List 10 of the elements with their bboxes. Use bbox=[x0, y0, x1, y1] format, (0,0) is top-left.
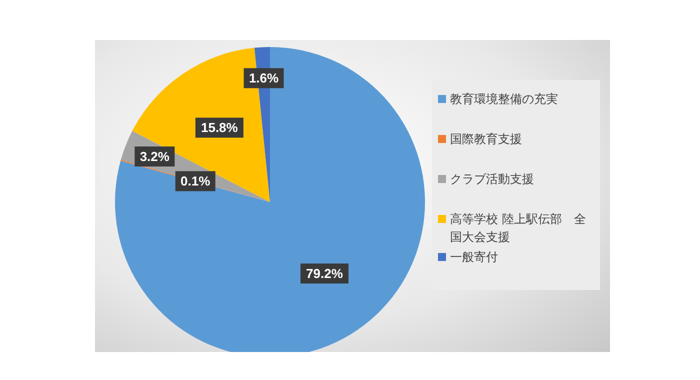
data-label: 1.6% bbox=[248, 70, 280, 86]
legend-label: 一般寄付 bbox=[450, 249, 498, 266]
data-label: 0.1% bbox=[180, 174, 211, 189]
legend-label: クラブ活動支援 bbox=[450, 171, 534, 188]
legend-label: 教育環境整備の充実 bbox=[450, 91, 558, 108]
data-label: 79.2% bbox=[306, 266, 344, 282]
legend-label: 国際教育支援 bbox=[450, 131, 522, 148]
data-label: 15.8% bbox=[200, 120, 238, 136]
legend-label: 高等学校 陸上駅伝部 全国大会支援 bbox=[450, 211, 587, 246]
data-label: 3.2% bbox=[140, 148, 170, 164]
